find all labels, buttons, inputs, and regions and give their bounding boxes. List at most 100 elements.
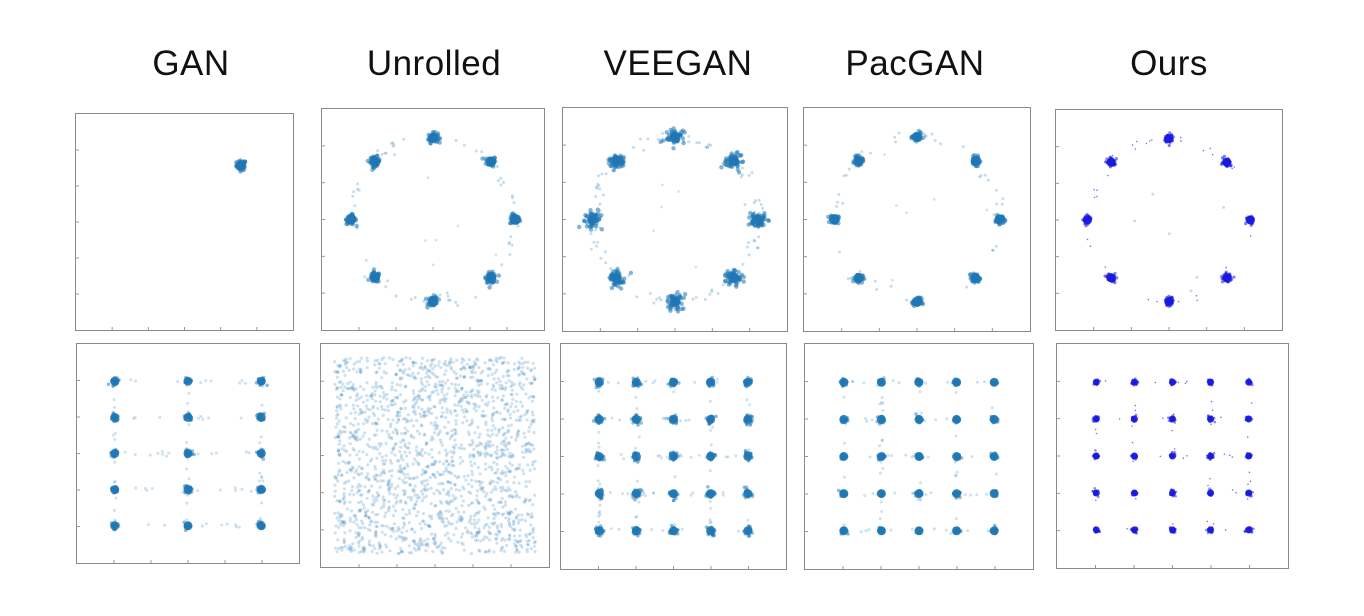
noise-point (382, 504, 386, 509)
noise-point (453, 386, 458, 390)
noise-point (514, 544, 518, 548)
noise-point (411, 462, 415, 466)
noise-point (372, 474, 376, 479)
noise-point (398, 470, 402, 474)
noise-point (412, 406, 416, 410)
noise-point (447, 298, 451, 302)
noise-point (527, 532, 531, 536)
noise-point (743, 203, 747, 207)
noise-point (456, 224, 460, 228)
noise-point (164, 454, 168, 458)
noise-point (425, 478, 429, 482)
noise-point (423, 484, 427, 488)
noise-point (353, 436, 357, 440)
noise-point (342, 496, 346, 500)
noise-point (399, 498, 403, 502)
noise-point (446, 463, 450, 467)
noise-point (484, 441, 488, 446)
mode-point (766, 218, 772, 223)
noise-point (352, 493, 356, 497)
noise-point (359, 526, 364, 530)
noise-point (386, 404, 390, 408)
noise-point (426, 482, 430, 486)
noise-point (454, 376, 458, 380)
panel-unrolled-ring (321, 108, 545, 331)
noise-point (132, 416, 135, 420)
noise-point (502, 356, 506, 360)
noise-point (204, 379, 208, 383)
noise-point (453, 394, 457, 398)
noise-point (517, 430, 521, 434)
noise-point (393, 486, 397, 491)
noise-point (357, 473, 361, 477)
noise-point (476, 358, 480, 362)
noise-point (444, 469, 449, 473)
noise-point (355, 394, 359, 398)
noise-point (196, 489, 200, 493)
noise-point (396, 410, 400, 414)
noise-point (500, 451, 504, 455)
noise-point (494, 410, 498, 414)
noise-point (859, 162, 863, 166)
noise-point (514, 495, 518, 499)
noise-point (508, 534, 512, 538)
noise-point (897, 131, 901, 135)
noise-point (473, 534, 477, 538)
noise-point (384, 151, 388, 155)
noise-point (470, 522, 474, 526)
mode-point (640, 488, 644, 493)
noise-point (428, 376, 432, 380)
noise-point (411, 424, 416, 428)
noise-point (402, 371, 406, 375)
noise-point (395, 431, 399, 435)
noise-point (389, 528, 393, 532)
noise-point (495, 448, 499, 452)
noise-point (520, 371, 524, 375)
noise-point (433, 301, 437, 305)
mode-point (496, 273, 501, 278)
noise-point (439, 383, 443, 387)
noise-point (363, 431, 367, 435)
noise-point (512, 519, 516, 523)
noise-point (491, 512, 495, 516)
noise-point (905, 211, 908, 214)
noise-point (369, 520, 373, 524)
noise-point (431, 367, 435, 371)
noise-point (834, 213, 837, 217)
noise-point (361, 503, 366, 507)
noise-point (134, 486, 138, 490)
noise-point (347, 544, 351, 548)
noise-point (529, 422, 533, 427)
noise-point (450, 382, 454, 386)
noise-point (423, 487, 427, 491)
noise-point (355, 370, 359, 374)
noise-point (408, 451, 412, 455)
noise-point (144, 487, 147, 490)
noise-point (516, 224, 520, 228)
scatter-plot (77, 375, 269, 563)
noise-point (846, 277, 850, 281)
noise-point (446, 480, 450, 484)
noise-point (439, 365, 443, 370)
noise-point (464, 395, 468, 399)
noise-point (409, 435, 413, 439)
noise-point (496, 377, 500, 381)
noise-point (373, 464, 377, 468)
noise-point (401, 538, 405, 542)
noise-point (486, 374, 490, 378)
noise-point (480, 150, 484, 154)
noise-point (526, 463, 530, 467)
noise-point (484, 414, 488, 418)
noise-point (727, 281, 731, 285)
noise-point (533, 539, 537, 544)
noise-point (333, 360, 337, 364)
noise-point (449, 481, 453, 485)
mode-center (631, 377, 641, 387)
noise-point (849, 276, 853, 280)
noise-point (113, 417, 117, 421)
noise-point (455, 413, 459, 417)
noise-point (377, 541, 381, 545)
noise-point (756, 246, 760, 250)
noise-point (498, 379, 502, 384)
noise-point (488, 445, 492, 449)
